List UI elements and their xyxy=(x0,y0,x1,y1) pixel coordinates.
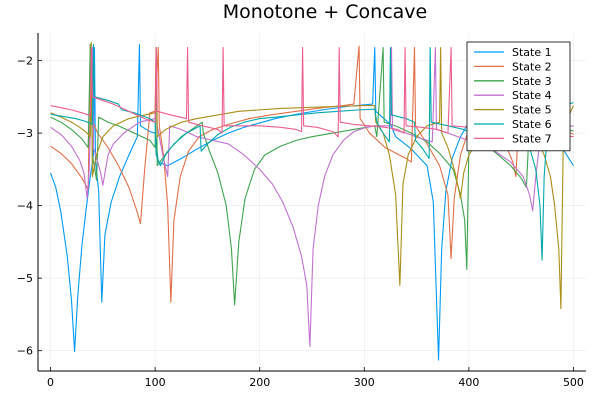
chart-title: Monotone + Concave xyxy=(223,1,427,23)
x-tick-label: 500 xyxy=(563,376,584,389)
y-tick-label: −2 xyxy=(17,55,33,68)
y-tick-label: −6 xyxy=(17,345,33,358)
legend-label: State 7 xyxy=(512,132,552,145)
series-line-7 xyxy=(50,46,574,138)
y-tick-label: −3 xyxy=(17,127,33,140)
x-tick-label: 0 xyxy=(47,376,54,389)
legend-label: State 1 xyxy=(512,46,552,59)
legend-label: State 4 xyxy=(512,89,552,102)
x-tick-label: 400 xyxy=(458,376,479,389)
x-tick-label: 300 xyxy=(354,376,375,389)
x-tick-label: 100 xyxy=(145,376,166,389)
y-tick-label: −4 xyxy=(17,200,33,213)
legend-label: State 2 xyxy=(512,60,552,73)
legend-box xyxy=(466,41,571,152)
y-tick-label: −5 xyxy=(17,272,33,285)
axes: 0 100 200 300 400 500 −6 −5 −4 −3 −2 xyxy=(17,33,586,389)
legend-label: State 6 xyxy=(512,118,552,131)
legend-label: State 3 xyxy=(512,75,552,88)
legend-label: State 5 xyxy=(512,104,552,117)
x-tick-label: 200 xyxy=(249,376,270,389)
